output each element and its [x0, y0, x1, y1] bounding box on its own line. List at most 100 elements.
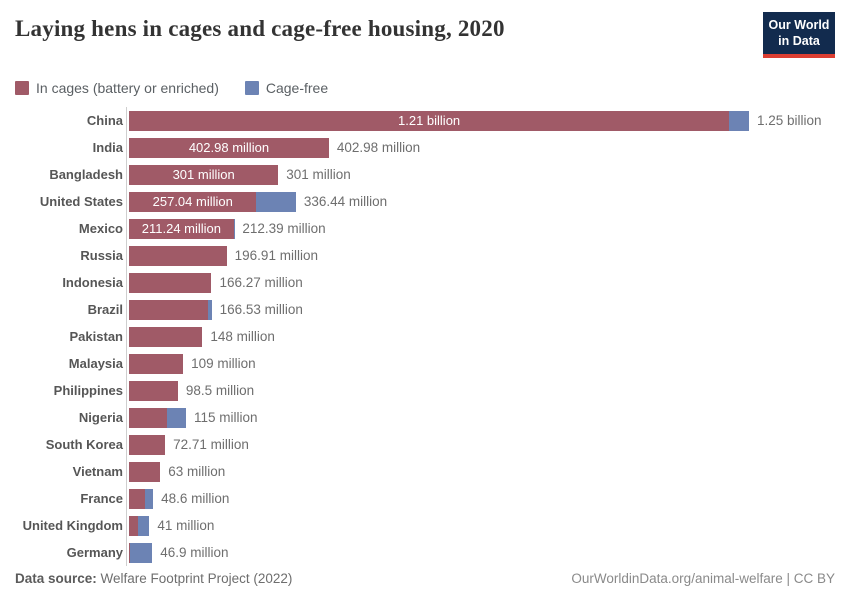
- bar-segment-cages[interactable]: [129, 515, 138, 536]
- bar-segment-cages[interactable]: [129, 542, 130, 563]
- country-label[interactable]: Mexico: [78, 221, 123, 237]
- country-label[interactable]: Bangladesh: [49, 167, 123, 183]
- country-label[interactable]: Pakistan: [69, 329, 123, 345]
- cagefree-swatch-icon: [244, 81, 259, 96]
- bar-segment-cages[interactable]: [129, 407, 167, 428]
- bar-segment-cages[interactable]: [129, 488, 145, 509]
- legend-item-cages[interactable]: In cages (battery or enriched): [15, 80, 219, 96]
- country-label[interactable]: Vietnam: [72, 464, 123, 480]
- bar-segment-cages[interactable]: [129, 461, 161, 482]
- owid-logo-line1: Our World: [768, 18, 830, 32]
- bar-total-label: 109 million: [191, 356, 256, 372]
- bar-row: Bangladesh 301 million 301 million: [49, 161, 835, 188]
- bar-total-label: 402.98 million: [336, 140, 421, 156]
- country-label[interactable]: United Kingdom: [22, 518, 123, 534]
- bar-total-label: 48.6 million: [161, 491, 230, 507]
- bar-segment-cages[interactable]: 301 million: [129, 164, 279, 185]
- bar-row: United Kingdom 41 million: [23, 512, 835, 539]
- bar-segment-cagefree[interactable]: [137, 515, 150, 536]
- bar-row: Malaysia 109 million: [69, 350, 835, 377]
- country-label[interactable]: China: [86, 113, 123, 129]
- bar-segment-cages[interactable]: 257.04 million: [129, 191, 257, 212]
- bar-row: United States 257.04 million 336.44 millio…: [40, 188, 835, 215]
- owid-logo-box: Our World in Data: [763, 12, 835, 55]
- bar-row: France 48.6 million: [80, 485, 835, 512]
- bar-segment-cages[interactable]: 1.21 billion: [129, 110, 730, 131]
- bar-row: Brazil 166.53 million: [88, 296, 835, 323]
- bar-row: Pakistan 148 million: [70, 323, 835, 350]
- bar-total-label: 115 million: [194, 410, 258, 426]
- bar-inside-label: 211.24 million: [141, 221, 222, 237]
- page-title: Laying hens in cages and cage-free housi…: [15, 16, 505, 41]
- country-label[interactable]: Russia: [80, 248, 123, 264]
- country-label[interactable]: United States: [39, 194, 123, 210]
- bar-inside-label: 1.21 billion: [398, 113, 461, 129]
- bar-row: India 402.98 million 402.98 million: [93, 134, 835, 161]
- bar-total-label: 196.91 million: [234, 248, 318, 264]
- bar-segment-cagefree[interactable]: [166, 407, 187, 428]
- legend-label-cagefree: Cage-free: [265, 80, 329, 97]
- bar-total-label: 46.9 million: [160, 545, 229, 561]
- bar-segment-cagefree[interactable]: [208, 299, 212, 320]
- bar-inside-label: 402.98 million: [188, 140, 270, 156]
- bar-segment-cagefree[interactable]: [129, 542, 153, 563]
- bar-row: Indonesia 166.27 million: [62, 269, 835, 296]
- bar-segment-cages[interactable]: 211.24 million: [129, 218, 234, 239]
- bar-total-label: 63 million: [168, 464, 226, 480]
- bar-total-label: 148 million: [210, 329, 275, 345]
- bar-segment-cages[interactable]: [129, 434, 166, 455]
- cages-swatch-icon: [15, 81, 29, 96]
- header: Laying hens in cages and cage-free housi…: [15, 12, 835, 59]
- bar-total-label: 1.25 billion: [756, 113, 822, 129]
- bar-row: Nigeria 115 million: [79, 404, 835, 431]
- bar-total-label: 166.53 million: [219, 302, 303, 318]
- bar-segment-cages[interactable]: 402.98 million: [129, 137, 329, 158]
- credit-link[interactable]: OurWorldinData.org/animal-welfare | CC B…: [571, 571, 835, 586]
- country-label[interactable]: Philippines: [53, 383, 123, 399]
- bar-segment-cages[interactable]: [129, 299, 209, 320]
- footer: Data source: Welfare Footprint Project (…: [15, 571, 835, 586]
- owid-logo-line2: in Data: [778, 33, 820, 48]
- bar-row: China 1.21 billion 1.25 billion: [87, 107, 835, 134]
- country-label[interactable]: France: [80, 491, 123, 507]
- data-source-name: Welfare Footprint Project (2022): [96, 571, 293, 586]
- bar-row: Mexico 211.24 million 212.39 million: [79, 215, 835, 242]
- country-label[interactable]: Malaysia: [68, 356, 123, 372]
- bar-segment-cages[interactable]: [129, 272, 212, 293]
- bar-total-label: 41 million: [157, 518, 215, 534]
- bar-segment-cages[interactable]: [129, 245, 227, 266]
- country-label[interactable]: Germany: [66, 545, 123, 561]
- country-label[interactable]: India: [92, 140, 123, 156]
- legend-label-cages: In cages (battery or enriched): [36, 80, 219, 97]
- bar-total-label: 98.5 million: [185, 383, 255, 399]
- bar-row: Germany 46.9 million: [67, 539, 835, 566]
- country-label[interactable]: South Korea: [45, 437, 123, 453]
- country-label[interactable]: Nigeria: [78, 410, 123, 426]
- legend: In cages (battery or enriched) Cage-free: [15, 80, 835, 96]
- bar-row: Russia 196.91 million: [80, 242, 835, 269]
- bar-segment-cages[interactable]: [129, 380, 178, 401]
- country-label[interactable]: Indonesia: [62, 275, 123, 291]
- bar-segment-cages[interactable]: [129, 353, 184, 374]
- bar-total-label: 212.39 million: [242, 221, 326, 237]
- bar-segment-cagefree[interactable]: [144, 488, 154, 509]
- bar-segment-cagefree[interactable]: [233, 218, 235, 239]
- data-source-text: Data source: Welfare Footprint Project (…: [15, 571, 292, 586]
- bar-row: South Korea 72.71 million: [46, 431, 835, 458]
- bar-row: Philippines 98.5 million: [54, 377, 835, 404]
- country-label[interactable]: Brazil: [87, 302, 123, 318]
- bar-total-label: 72.71 million: [173, 437, 249, 453]
- bar-total-label: 336.44 million: [303, 194, 388, 210]
- bar-segment-cagefree[interactable]: [729, 110, 749, 131]
- bar-total-label: 166.27 million: [219, 275, 303, 291]
- bar-inside-label: 301 million: [172, 167, 235, 183]
- owid-logo-accent-bar: [763, 54, 835, 59]
- data-source-prefix: Data source:: [15, 571, 97, 586]
- bar-segment-cages[interactable]: [129, 326, 203, 347]
- bar-row: Vietnam 63 million: [73, 458, 835, 485]
- owid-logo[interactable]: Our World in Data: [763, 12, 835, 59]
- bar-segment-cagefree[interactable]: [256, 191, 296, 212]
- bar-total-label: 301 million: [286, 167, 351, 183]
- legend-item-cagefree[interactable]: Cage-free: [244, 80, 329, 97]
